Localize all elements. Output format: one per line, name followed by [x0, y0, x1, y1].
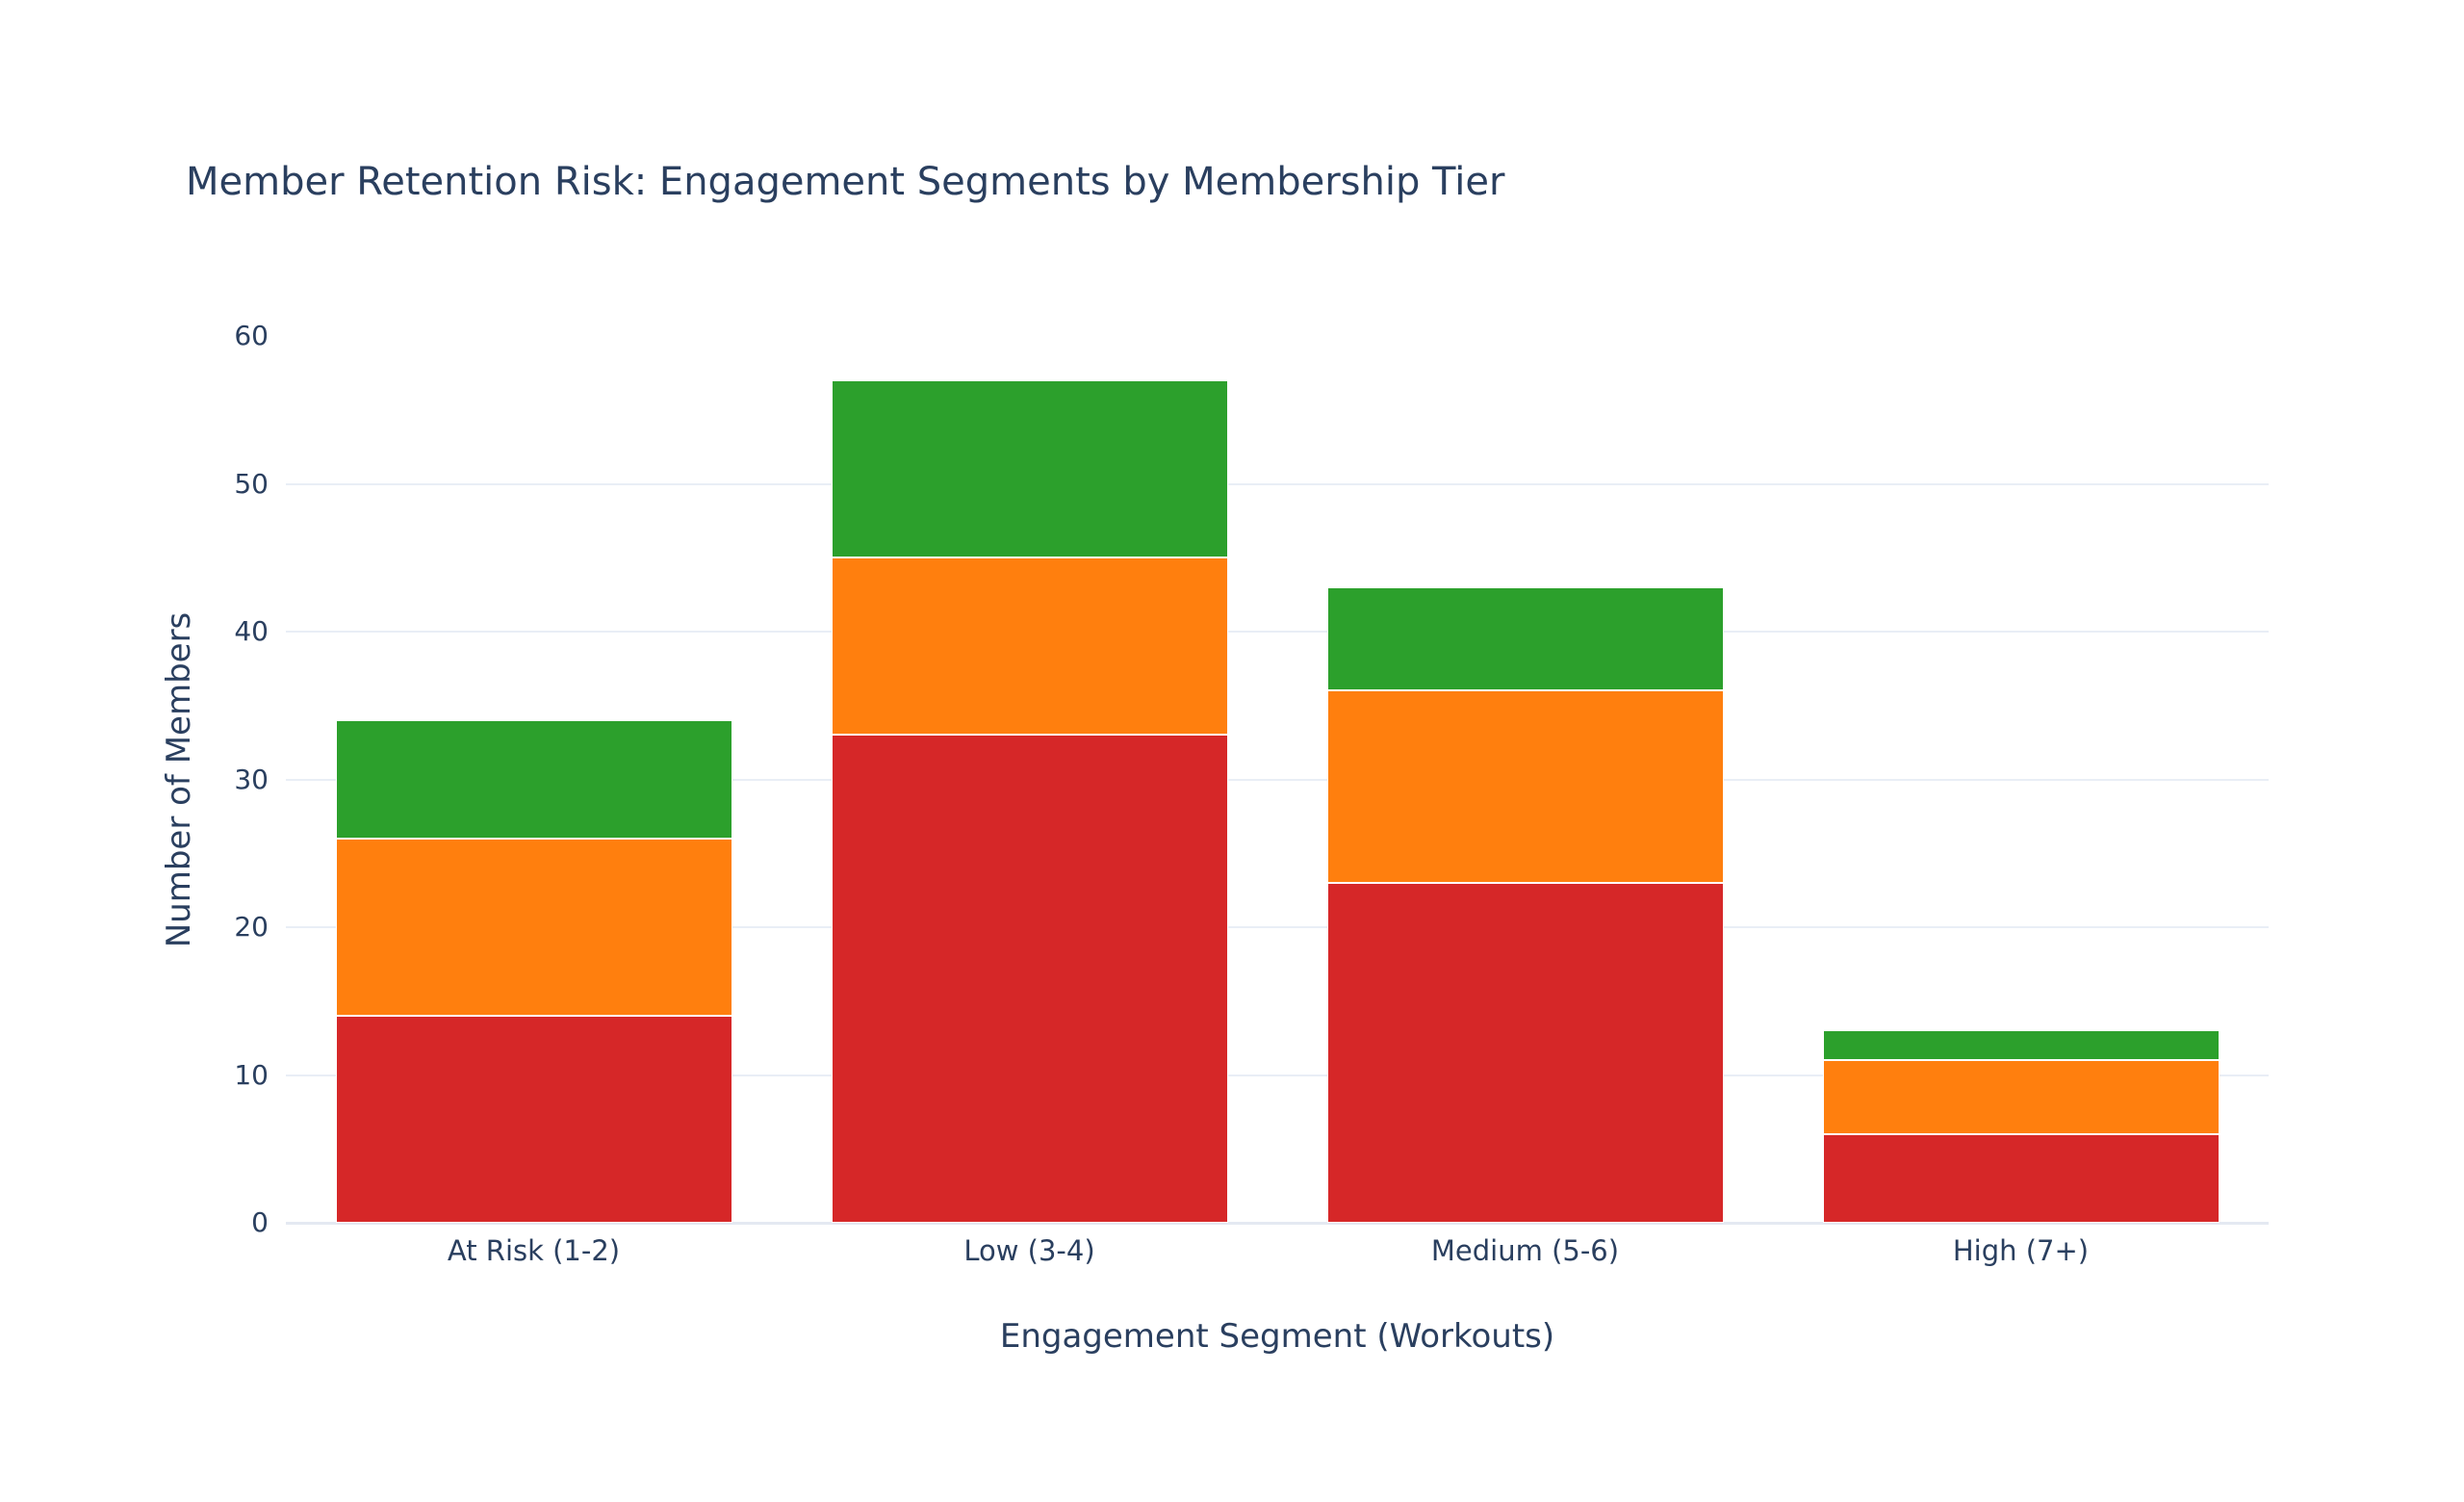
x-tick-label-4: High (7+)	[1952, 1234, 2090, 1267]
x-tick-label-3: Medium (5-6)	[1430, 1234, 1620, 1267]
gridline-y-50	[286, 483, 2269, 485]
y-tick-label-0: 0	[251, 1206, 269, 1238]
x-axis-zero-line	[286, 1222, 2269, 1225]
y-tick-label-30: 30	[234, 764, 269, 795]
gridline-y-40	[286, 631, 2269, 633]
bar-segment-red-bottom-segment[interactable]	[832, 735, 1228, 1223]
y-tick-label-50: 50	[234, 468, 269, 500]
y-tick-label-40: 40	[234, 615, 269, 647]
bar-segment-green-top-segment[interactable]	[1327, 587, 1724, 690]
x-tick-label-2: Low (3-4)	[963, 1234, 1095, 1267]
bar-segment-orange-middle-segment[interactable]	[336, 839, 732, 1016]
x-axis-title: Engagement Segment (Workouts)	[999, 1317, 1555, 1356]
bar-segment-orange-middle-segment[interactable]	[1327, 690, 1724, 883]
y-tick-label-60: 60	[234, 320, 269, 351]
y-tick-label-10: 10	[234, 1059, 269, 1091]
bar-segment-red-bottom-segment[interactable]	[1823, 1134, 2220, 1223]
bar-segment-red-bottom-segment[interactable]	[1327, 883, 1724, 1223]
bar-segment-orange-middle-segment[interactable]	[1823, 1060, 2220, 1134]
bar-segment-orange-middle-segment[interactable]	[832, 557, 1228, 735]
bar-segment-green-top-segment[interactable]	[336, 720, 732, 839]
x-tick-label-1: At Risk (1-2)	[447, 1234, 621, 1267]
bar-segment-red-bottom-segment[interactable]	[336, 1016, 732, 1223]
chart-title: Member Retention Risk: Engagement Segmen…	[186, 160, 1505, 204]
bar-segment-green-top-segment[interactable]	[1823, 1030, 2220, 1060]
gridline-y-20	[286, 926, 2269, 928]
gridline-y-30	[286, 779, 2269, 781]
y-axis-title: Number of Members	[160, 611, 198, 948]
bar-segment-green-top-segment[interactable]	[832, 380, 1228, 557]
y-tick-label-20: 20	[234, 911, 269, 943]
gridline-y-10	[286, 1075, 2269, 1076]
